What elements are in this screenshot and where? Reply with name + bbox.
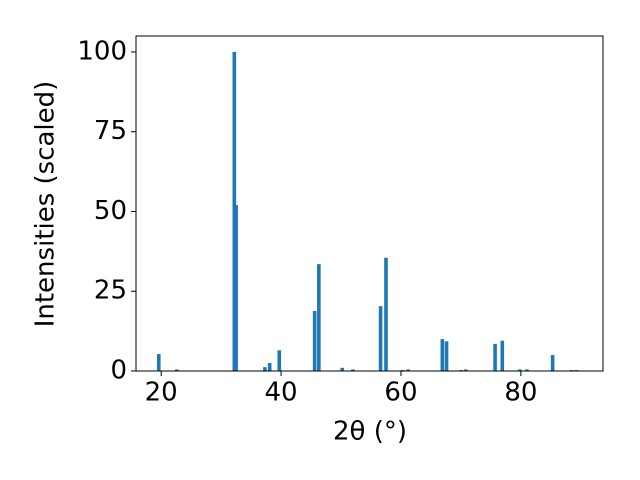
- bar: [525, 369, 529, 371]
- x-tick-label: 40: [265, 378, 298, 408]
- bar: [493, 343, 497, 371]
- y-tick-label: 0: [110, 356, 127, 386]
- bar: [517, 369, 522, 371]
- bar: [384, 257, 388, 371]
- bar: [312, 311, 317, 371]
- bar: [263, 367, 267, 371]
- bar: [378, 306, 383, 371]
- x-tick-label: 60: [384, 378, 417, 408]
- plot-frame: [135, 35, 604, 372]
- bar: [340, 367, 345, 371]
- bar: [444, 341, 449, 371]
- bar: [156, 354, 161, 371]
- bar: [234, 205, 238, 371]
- y-tick-label: 100: [77, 36, 127, 66]
- x-tick-label: 80: [504, 378, 537, 408]
- bar: [406, 369, 410, 371]
- y-tick-label: 25: [94, 276, 127, 306]
- bar: [440, 339, 445, 371]
- y-tick-label: 75: [94, 116, 127, 146]
- bar: [267, 363, 272, 371]
- bar: [500, 340, 505, 371]
- bar: [463, 369, 468, 371]
- x-axis-label: 2θ (°): [333, 417, 407, 447]
- y-axis-label: Intensities (scaled): [31, 81, 61, 328]
- x-tick-label: 20: [145, 378, 178, 408]
- bar: [174, 369, 179, 371]
- y-tick-label: 50: [94, 196, 127, 226]
- bar: [277, 350, 282, 371]
- bar: [351, 369, 355, 371]
- bar: [317, 264, 321, 371]
- bar: [550, 355, 555, 371]
